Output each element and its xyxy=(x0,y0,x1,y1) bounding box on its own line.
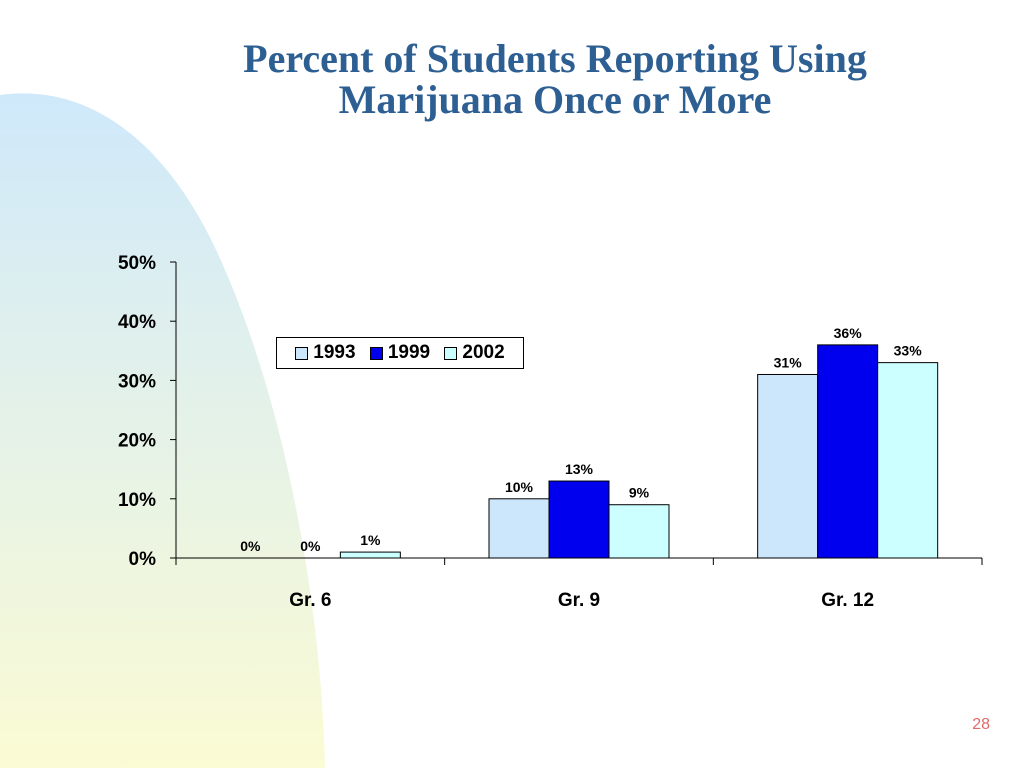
bar-1993-gr9 xyxy=(488,498,550,559)
y-tick-label-10: 10% xyxy=(118,490,156,511)
page-number: 28 xyxy=(972,716,990,733)
bar-2002-gr9 xyxy=(608,504,670,559)
legend-item-1999: 1999 xyxy=(369,342,431,364)
data-label-2002-gr6: 1% xyxy=(360,532,381,548)
y-tick-label-20: 20% xyxy=(118,431,156,452)
data-label-1993-gr6: 0% xyxy=(240,538,261,554)
decorative-curve-shape xyxy=(0,93,325,768)
y-tick-label-0: 0% xyxy=(129,549,157,570)
legend-swatch-1993 xyxy=(295,346,309,360)
y-tick-label-30: 30% xyxy=(118,371,156,392)
x-category-label-gr9: Gr. 9 xyxy=(558,590,600,611)
labels-layer: 0% 0% 1% 10% 13% 9% 31% 36% 33% 0% 10% 20% 30% 40% 50%… xyxy=(118,253,922,611)
legend-label-1993: 1993 xyxy=(313,342,356,363)
legend-item-2002: 2002 xyxy=(444,342,505,364)
slide-title: Percent of Students Reporting Using Mari… xyxy=(243,36,867,122)
legend-label-1999: 1999 xyxy=(387,342,431,363)
data-label-1999-gr12: 36% xyxy=(834,325,863,341)
data-label-1999-gr6: 0% xyxy=(300,538,321,554)
bar-1999-gr9 xyxy=(548,480,610,559)
axes-layer xyxy=(170,261,983,565)
legend-item-1993: 1993 xyxy=(295,342,356,364)
data-label-2002-gr12: 33% xyxy=(894,343,923,359)
data-label-1993-gr9: 10% xyxy=(505,479,534,495)
legend-label-2002: 2002 xyxy=(462,342,505,363)
legend-swatch-2002 xyxy=(444,346,458,360)
bar-1999-gr12 xyxy=(817,344,879,559)
y-tick-label-40: 40% xyxy=(118,312,156,333)
data-label-1993-gr12: 31% xyxy=(774,354,803,370)
bar-2002-gr12 xyxy=(877,362,939,559)
y-tick-label-50: 50% xyxy=(118,253,156,274)
data-label-2002-gr9: 9% xyxy=(629,485,650,501)
bar-2002-gr6 xyxy=(339,551,401,559)
bars-layer xyxy=(339,344,939,559)
x-category-label-gr12: Gr. 12 xyxy=(821,590,874,611)
x-category-label-gr6: Gr. 6 xyxy=(289,590,331,611)
bar-1993-gr12 xyxy=(757,373,819,559)
legend-swatch-1999 xyxy=(369,346,383,360)
chart-legend: 1993 1999 2002 xyxy=(276,337,524,369)
data-label-1999-gr9: 13% xyxy=(565,461,594,477)
